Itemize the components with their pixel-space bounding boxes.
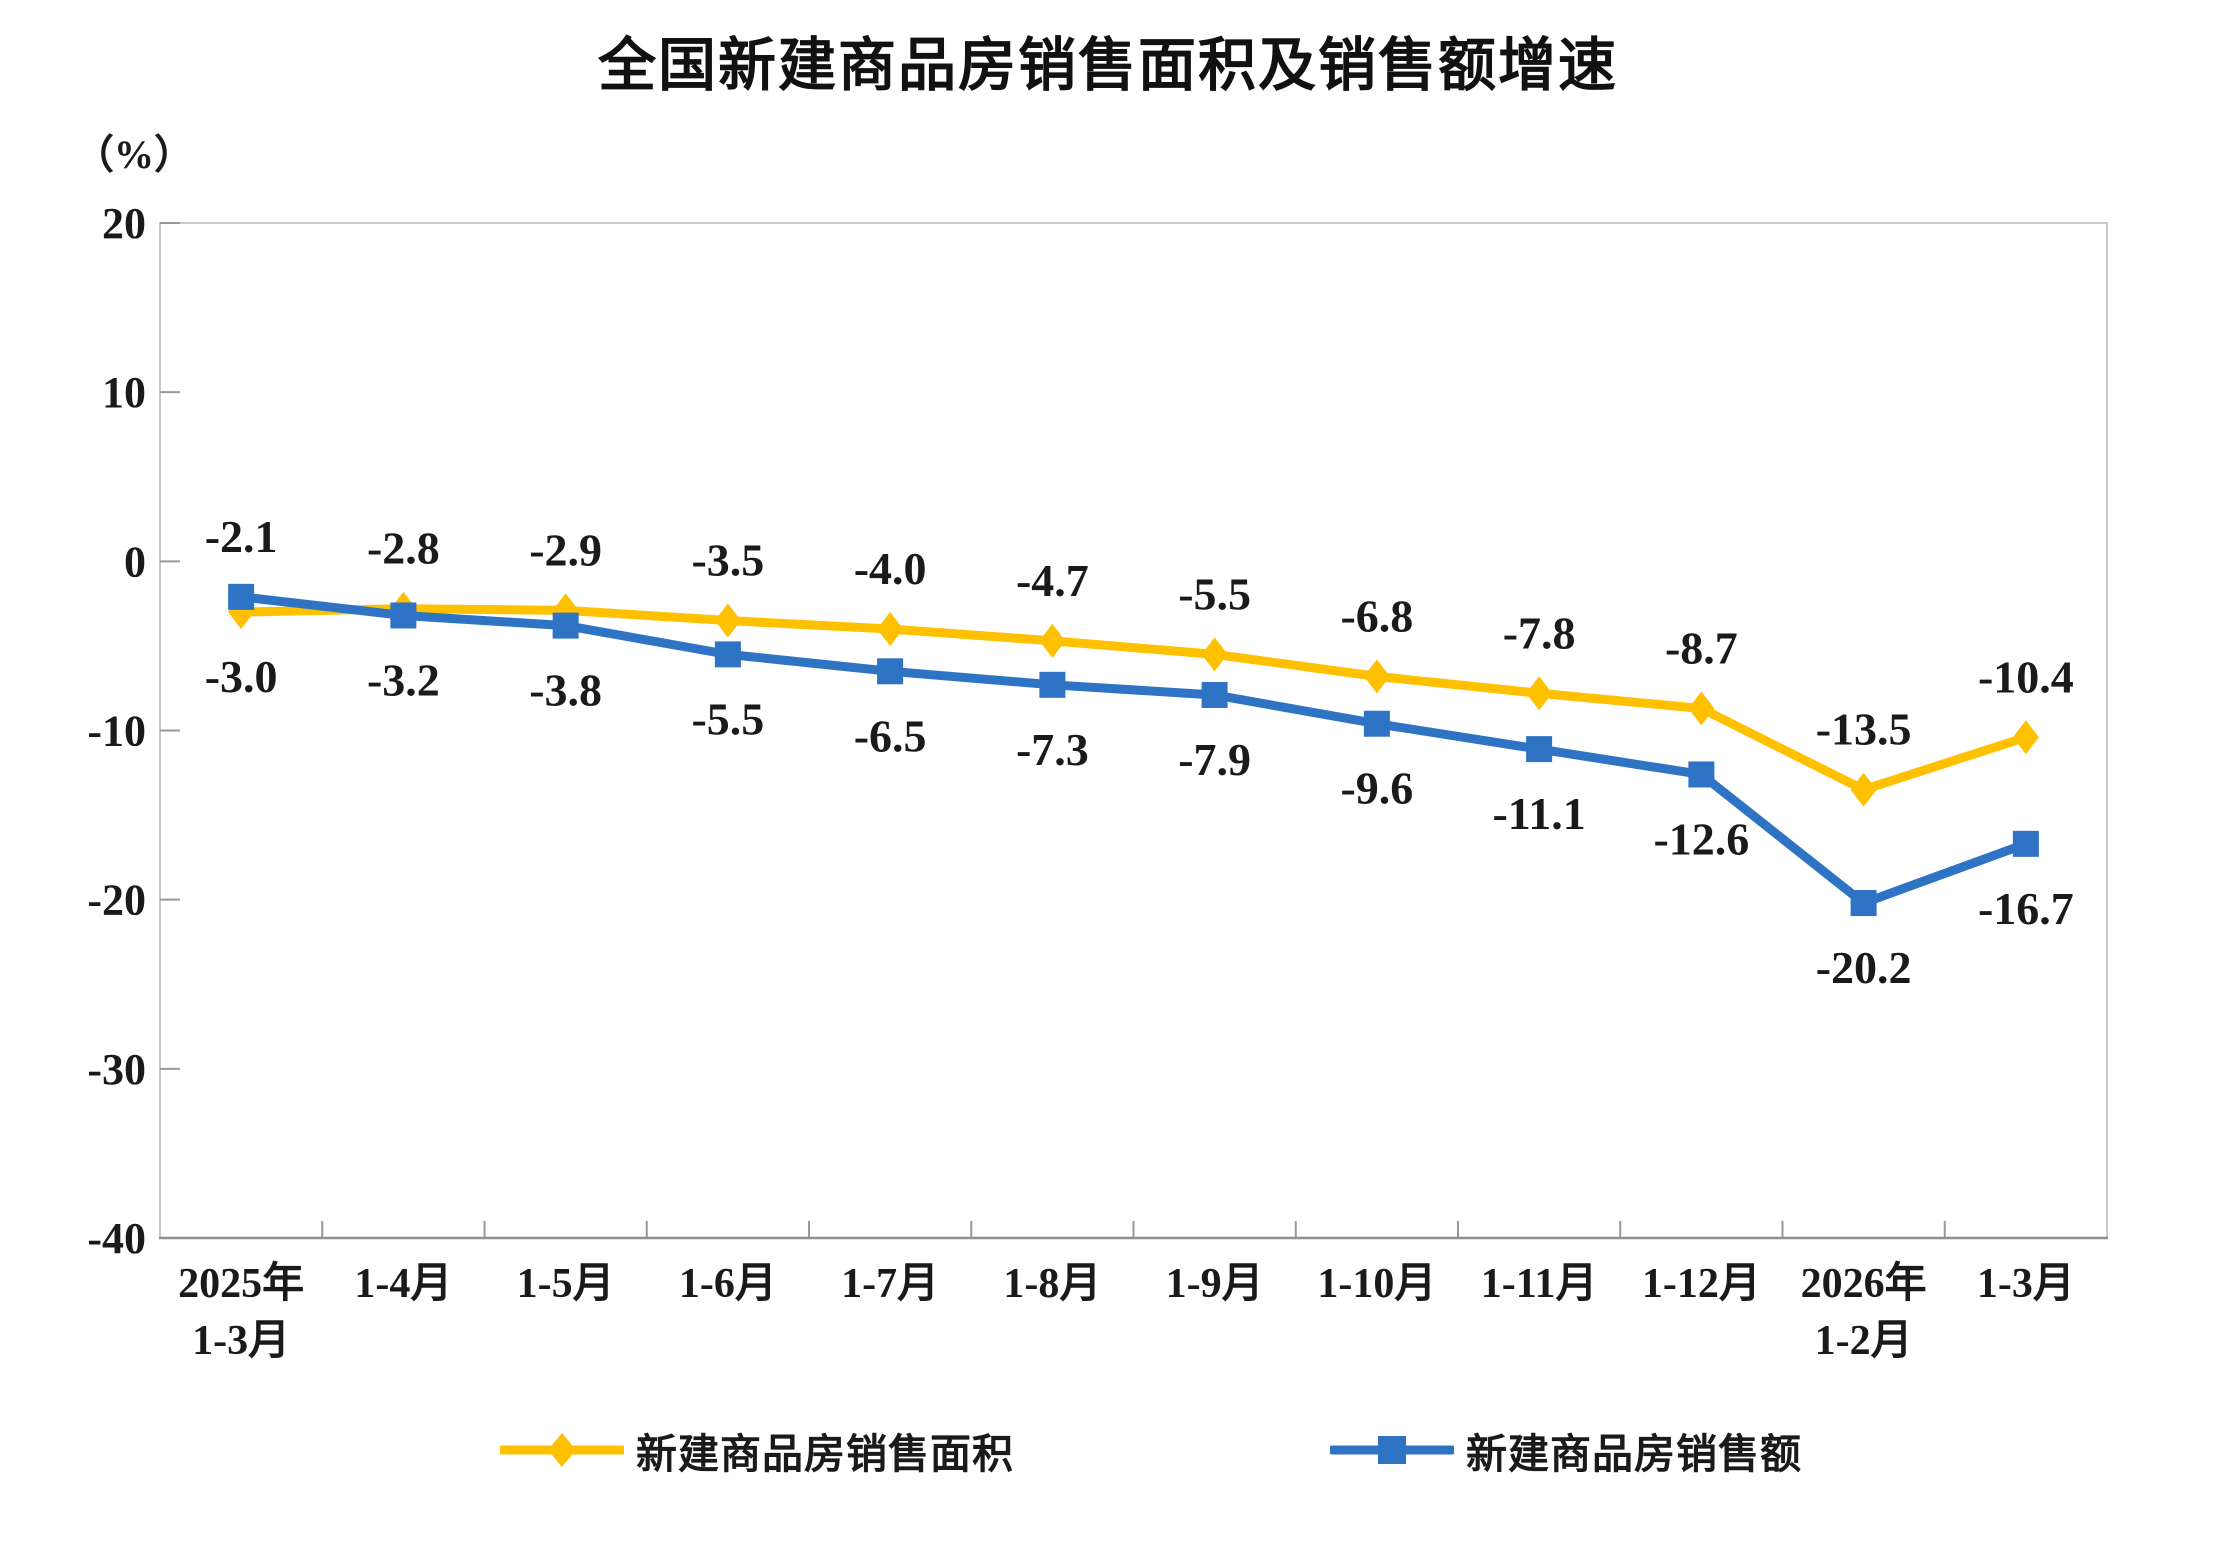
data-point-square (877, 658, 904, 685)
x-tick-label: 1-5月 (517, 1261, 615, 1307)
x-tick-label: 1-12月 (1642, 1261, 1761, 1307)
y-tick-label: -40 (87, 1214, 146, 1263)
data-label: -6.8 (1340, 590, 1413, 641)
data-label: -2.8 (367, 523, 440, 574)
data-label: -8.7 (1665, 623, 1738, 674)
data-point-diamond (877, 612, 904, 646)
data-point-square (390, 602, 417, 629)
sales-amount-line-marker-icon (1330, 1436, 1454, 1464)
data-point-diamond (2012, 720, 2039, 755)
y-tick-label: 0 (124, 537, 146, 586)
data-point-diamond (1688, 691, 1715, 726)
x-tick-label: 1-9月 (1166, 1261, 1264, 1307)
x-tick-label: 2026年 1-2月 (1801, 1260, 1927, 1364)
x-tick-label: 1-4月 (354, 1261, 452, 1307)
data-label: -7.9 (1178, 734, 1251, 785)
data-label: -7.8 (1503, 607, 1576, 658)
chart-legend: 新建商品房销售面积 新建商品房销售额 (0, 1418, 2216, 1488)
x-tick-label: 1-11月 (1481, 1261, 1598, 1307)
data-point-diamond (714, 603, 741, 638)
data-label: -10.4 (1978, 651, 2074, 702)
data-label: -2.9 (529, 524, 602, 575)
x-tick-label: 1-3月 (1977, 1261, 2075, 1307)
sales-area-line-marker-icon (500, 1433, 624, 1467)
data-point-square (714, 641, 741, 668)
data-point-square (1526, 736, 1553, 763)
data-point-square (1850, 890, 1877, 917)
x-tick-label: 1-6月 (679, 1261, 777, 1307)
y-tick-label: -10 (87, 707, 146, 756)
y-tick-label: 20 (102, 199, 146, 248)
legend-item-sales-area: 新建商品房销售面积 (500, 1418, 1014, 1482)
data-label: -11.1 (1492, 788, 1585, 839)
x-tick-label: 1-7月 (841, 1261, 939, 1307)
data-label: -5.5 (1178, 568, 1251, 619)
data-label: -3.8 (529, 665, 602, 716)
data-label: -4.0 (854, 543, 927, 594)
data-point-diamond (1850, 772, 1877, 807)
x-tick-label: 1-10月 (1317, 1261, 1436, 1307)
data-label: -4.7 (1016, 555, 1089, 606)
series-1-line (228, 583, 2039, 917)
data-label: -9.6 (1340, 763, 1413, 814)
data-point-diamond (1039, 623, 1066, 658)
y-tick-label: -30 (87, 1045, 146, 1094)
data-label: -3.0 (205, 651, 278, 702)
data-label: -16.7 (1978, 883, 2074, 934)
y-axis: 20 10 0 -10 -20 -30 -40 (87, 199, 180, 1263)
x-tick-label: 1-8月 (1003, 1261, 1101, 1307)
data-point-diamond (1363, 659, 1390, 694)
data-point-square (1688, 761, 1715, 788)
data-point-square (1363, 710, 1390, 737)
data-label: -6.5 (854, 710, 927, 761)
legend-label-sales-area: 新建商品房销售面积 (636, 1431, 1014, 1477)
data-point-square (1201, 681, 1228, 708)
data-point-square (2012, 830, 2039, 857)
data-point-square (552, 612, 579, 639)
data-label: -20.2 (1816, 942, 1912, 993)
data-label: -13.5 (1816, 704, 1912, 755)
legend-label-sales-amount: 新建商品房销售额 (1466, 1431, 1802, 1477)
y-axis-unit-label: （%） (74, 132, 194, 177)
y-tick-label: 10 (102, 368, 146, 417)
data-label: -3.2 (367, 654, 440, 705)
data-label: -5.5 (691, 693, 764, 744)
y-tick-label: -20 (87, 876, 146, 925)
data-label: -3.5 (691, 535, 764, 586)
page-title: 全国新建商品房销售面积及销售额增速 (597, 33, 1618, 98)
data-label: -12.6 (1653, 813, 1749, 864)
x-axis: 2025年 1-3月 1-4月 1-5月 1-6月 1-7月 1-8月 1-9月 1-10月 1-… (159, 1221, 2108, 1364)
data-labels: -2.1 -3.0 -2.8 -3.2 -2.9 -3.8 -3.5 -5.5 -4.0 -6.5… (205, 511, 2074, 993)
x-tick-label: 2025年 1-3月 (178, 1260, 304, 1364)
data-point-diamond (1201, 637, 1228, 672)
data-point-square (1039, 671, 1066, 698)
data-label: -2.1 (205, 511, 278, 562)
data-point-square (228, 583, 255, 610)
data-label: -7.3 (1016, 724, 1089, 775)
data-point-diamond (1526, 676, 1553, 711)
legend-item-sales-amount: 新建商品房销售额 (1330, 1418, 1802, 1482)
